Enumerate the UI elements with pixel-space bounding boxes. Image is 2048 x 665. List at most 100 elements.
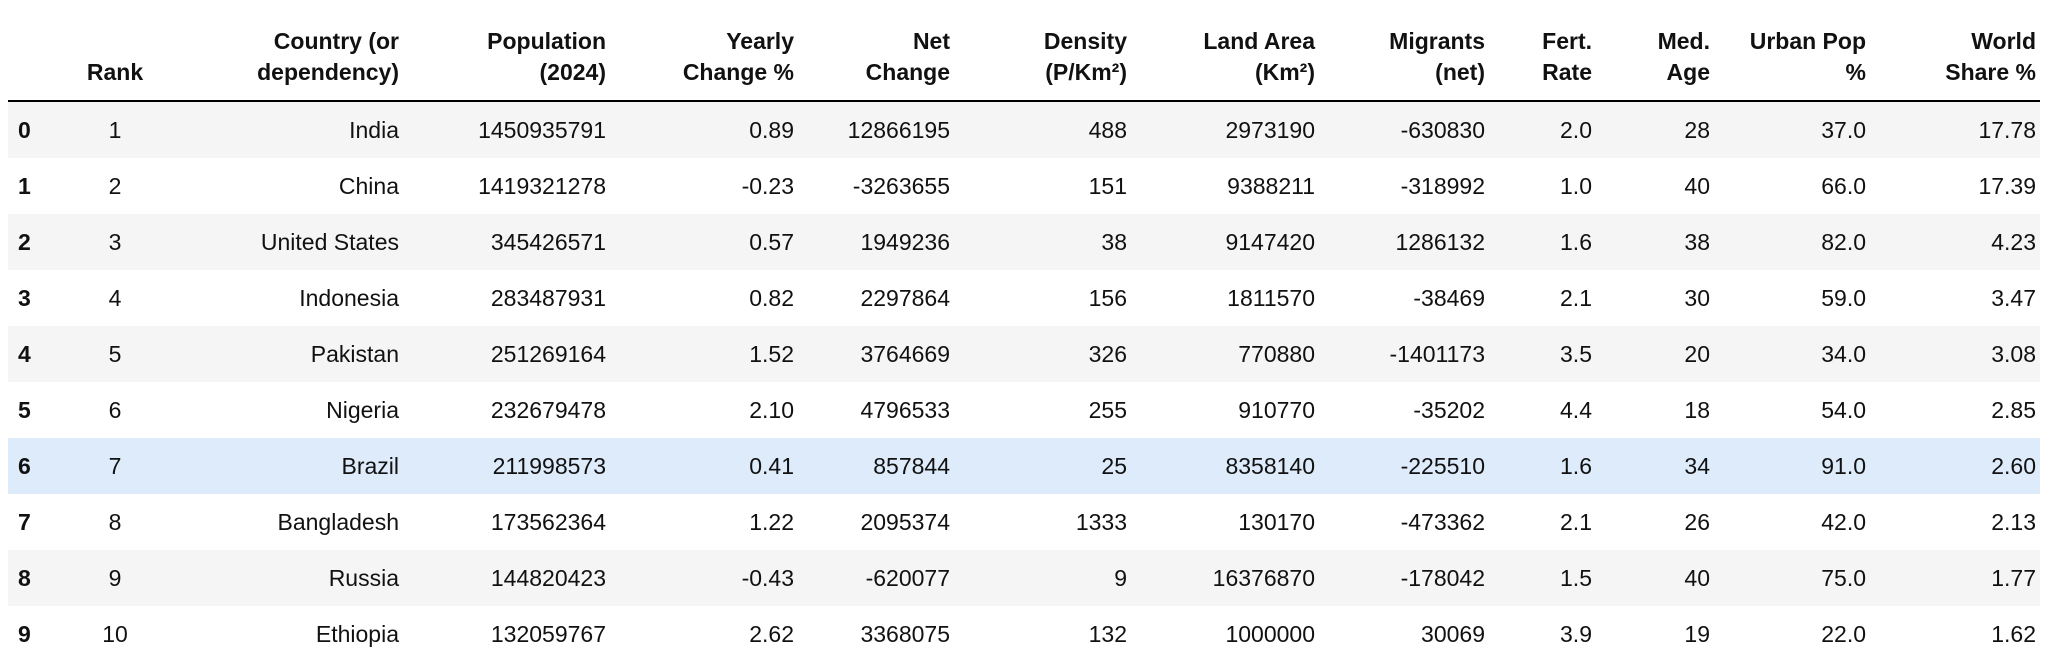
migrants-cell: -630830 bbox=[1319, 101, 1489, 158]
net-change-cell: -3263655 bbox=[852, 172, 950, 199]
migrants-cell: -225510 bbox=[1319, 438, 1489, 494]
yearly-change-cell: 0.82 bbox=[749, 284, 794, 311]
table-row: 2 3 United States 345426571 0.57 1949236 38 914… bbox=[8, 214, 2040, 270]
fert-rate-cell: 1.5 bbox=[1489, 550, 1596, 606]
population-cell: 144820423 bbox=[403, 550, 610, 606]
med-age-cell: 28 bbox=[1596, 101, 1714, 158]
fert-rate-header: Fert. Rate bbox=[1489, 26, 1596, 102]
table-row: 6 7 Brazil 211998573 0.41 857844 25 8358140 -225… bbox=[8, 438, 2040, 494]
density-cell: 156 bbox=[1088, 284, 1127, 311]
world-share-cell: 1.62 bbox=[1991, 620, 2036, 647]
med-age-cell: 38 bbox=[1596, 214, 1714, 270]
land-area-header: Land Area (Km²) bbox=[1131, 26, 1319, 102]
table-row: 5 6 Nigeria 232679478 2.10 4796533 255 910770 -3… bbox=[8, 382, 2040, 438]
land-area-cell: 1000000 bbox=[1225, 620, 1315, 647]
density-cell: 9 bbox=[954, 550, 1131, 606]
rank-cell: 6 bbox=[108, 396, 122, 423]
net-change-cell: 2297864 bbox=[860, 284, 950, 311]
land-area-cell: 16376870 bbox=[1131, 550, 1319, 606]
index-cell: 6 bbox=[8, 438, 60, 494]
population-table: Rank Country (or dependency) Population … bbox=[8, 26, 2040, 662]
density-cell: 151 bbox=[1088, 172, 1127, 199]
table-row: 9 10 Ethiopia 132059767 2.62 3368075 132 100000… bbox=[8, 606, 2040, 662]
med-age-cell: 20 bbox=[1596, 326, 1714, 382]
table-row: 3 4 Indonesia 283487931 0.82 2297864 156 181157… bbox=[8, 270, 2040, 326]
fert-rate-cell: 2.1 bbox=[1560, 284, 1592, 311]
country-cell: Ethiopia bbox=[315, 620, 399, 647]
table-row: 7 8 Bangladesh 173562364 1.22 2095374 1333 1301… bbox=[8, 494, 2040, 550]
net-change-cell: 1949236 bbox=[798, 214, 954, 270]
yearly-change-cell: 2.62 bbox=[749, 620, 794, 647]
density-cell: 488 bbox=[954, 101, 1131, 158]
table-header: Rank Country (or dependency) Population … bbox=[8, 26, 2040, 102]
index-cell: 0 bbox=[8, 101, 60, 158]
country-cell: India bbox=[170, 101, 403, 158]
net-change-cell: 3368075 bbox=[860, 620, 950, 647]
world-share-cell: 1.77 bbox=[1870, 550, 2040, 606]
migrants-cell: 1286132 bbox=[1319, 214, 1489, 270]
med-age-header: Med. Age bbox=[1596, 26, 1714, 102]
country-cell: Indonesia bbox=[299, 284, 399, 311]
yearly-change-cell: -0.23 bbox=[741, 172, 794, 199]
land-area-cell: 910770 bbox=[1238, 396, 1315, 423]
density-cell: 25 bbox=[954, 438, 1131, 494]
world-share-cell: 2.60 bbox=[1870, 438, 2040, 494]
fert-rate-cell: 3.5 bbox=[1489, 326, 1596, 382]
med-age-cell: 40 bbox=[1596, 550, 1714, 606]
yearly-change-cell: -0.43 bbox=[610, 550, 798, 606]
med-age-cell: 26 bbox=[1684, 508, 1710, 535]
urban-pop-cell: 37.0 bbox=[1714, 101, 1870, 158]
population-header: Population (2024) bbox=[403, 26, 610, 102]
rank-header: Rank bbox=[60, 26, 170, 102]
world-share-cell: 2.13 bbox=[1991, 508, 2036, 535]
yearly-change-cell: 2.10 bbox=[749, 396, 794, 423]
fert-rate-cell: 2.1 bbox=[1560, 508, 1592, 535]
index-cell: 3 bbox=[18, 284, 31, 311]
med-age-cell: 30 bbox=[1684, 284, 1710, 311]
index-cell: 9 bbox=[18, 620, 31, 647]
fert-rate-cell: 1.0 bbox=[1560, 172, 1592, 199]
land-area-cell: 1811570 bbox=[1227, 284, 1315, 311]
rank-cell: 9 bbox=[60, 550, 170, 606]
med-age-cell: 40 bbox=[1684, 172, 1710, 199]
country-cell: Brazil bbox=[170, 438, 403, 494]
fert-rate-cell: 1.6 bbox=[1489, 214, 1596, 270]
net-change-cell: 857844 bbox=[798, 438, 954, 494]
index-header bbox=[8, 26, 60, 102]
fert-rate-cell: 3.9 bbox=[1560, 620, 1592, 647]
rank-cell: 10 bbox=[102, 620, 128, 647]
population-cell: 173562364 bbox=[490, 508, 606, 535]
urban-pop-cell: 34.0 bbox=[1714, 326, 1870, 382]
world-share-cell: 4.23 bbox=[1870, 214, 2040, 270]
density-cell: 326 bbox=[954, 326, 1131, 382]
migrants-cell: -178042 bbox=[1319, 550, 1489, 606]
migrants-cell: 30069 bbox=[1421, 620, 1485, 647]
table-row: 0 1 India 1450935791 0.89 12866195 488 2973190-… bbox=[8, 101, 2040, 158]
rank-cell: 1 bbox=[60, 101, 170, 158]
country-cell: Nigeria bbox=[326, 396, 399, 423]
world-share-cell: 3.08 bbox=[1870, 326, 2040, 382]
world-share-cell: 3.47 bbox=[1991, 284, 2036, 311]
med-age-cell: 34 bbox=[1596, 438, 1714, 494]
country-header: Country (or dependency) bbox=[170, 26, 403, 102]
urban-pop-cell: 91.0 bbox=[1714, 438, 1870, 494]
country-cell: Bangladesh bbox=[277, 508, 400, 535]
table-row: 8 9 Russia 144820423 -0.43 -620077 9 16376870 -1… bbox=[8, 550, 2040, 606]
urban-pop-cell: 66.0 bbox=[1821, 172, 1866, 199]
med-age-cell: 19 bbox=[1684, 620, 1710, 647]
urban-pop-cell: 59.0 bbox=[1821, 284, 1866, 311]
migrants-cell: -35202 bbox=[1413, 396, 1485, 423]
world-share-header: World Share % bbox=[1870, 26, 2040, 102]
country-cell: United States bbox=[170, 214, 403, 270]
world-share-cell: 17.39 bbox=[1978, 172, 2036, 199]
rank-cell: 2 bbox=[108, 172, 122, 199]
yearly-change-header: Yearly Change % bbox=[610, 26, 798, 102]
yearly-change-cell: 0.57 bbox=[610, 214, 798, 270]
net-change-cell: 4796533 bbox=[860, 396, 950, 423]
rank-cell: 3 bbox=[60, 214, 170, 270]
world-share-cell: 2.85 bbox=[1991, 396, 2036, 423]
fert-rate-cell: 4.4 bbox=[1560, 396, 1592, 423]
rank-cell: 8 bbox=[108, 508, 122, 535]
land-area-cell: 8358140 bbox=[1131, 438, 1319, 494]
net-change-cell: 3764669 bbox=[798, 326, 954, 382]
